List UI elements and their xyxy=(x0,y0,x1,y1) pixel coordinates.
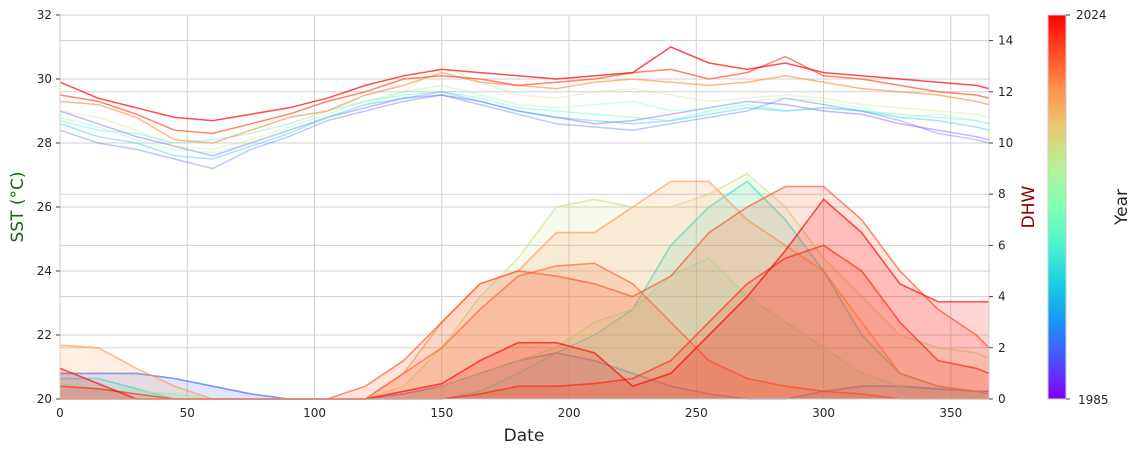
dhw-area-1998 xyxy=(60,181,989,399)
dhw-area-1990 xyxy=(60,352,989,399)
y-left-tick-label: 24 xyxy=(37,264,52,278)
sst-line-1995 xyxy=(59,91,990,160)
y-left-tick-label: 30 xyxy=(37,72,52,86)
sst-series-group xyxy=(59,46,990,170)
y-left-tick-label: 32 xyxy=(37,8,52,22)
x-tick-label: 50 xyxy=(180,406,195,420)
dhw-area-2020 xyxy=(60,186,989,399)
sst-line-2010 xyxy=(59,65,990,151)
x-tick-label: 0 xyxy=(56,406,64,420)
y-right-tick-label: 12 xyxy=(998,85,1013,99)
sst-line-2000 xyxy=(59,91,990,144)
grid xyxy=(59,14,989,400)
y-right-tick-label: 2 xyxy=(998,341,1006,355)
colorbar-max-label: 2024 xyxy=(1076,8,1107,22)
axes: 0 50 100 150 200 250 300 3502022242628303202468… xyxy=(37,8,1014,420)
dhw-area-2010 xyxy=(60,173,989,399)
sst-line-1990 xyxy=(59,94,990,170)
colorbar xyxy=(1047,14,1067,400)
dhw-series-group xyxy=(59,172,990,400)
dhw-area-2024 xyxy=(60,199,989,399)
x-tick-label: 100 xyxy=(303,406,326,420)
x-tick-label: 150 xyxy=(430,406,453,420)
sst-line-2020 xyxy=(59,55,990,135)
x-tick-label: 350 xyxy=(939,406,962,420)
dhw-area-2005 xyxy=(60,258,989,399)
colorbar-min-label: 1985 xyxy=(1078,393,1109,407)
y-right-tick-label: 0 xyxy=(998,392,1006,406)
y-right-tick-label: 4 xyxy=(998,290,1006,304)
y-axis-left-label: SST (°C) xyxy=(8,171,28,242)
sst-line-2005 xyxy=(59,84,990,154)
y-right-tick-label: 6 xyxy=(998,238,1006,252)
sst-line-2024 xyxy=(59,46,990,122)
y-left-tick-label: 26 xyxy=(37,200,52,214)
colorbar-label: Year xyxy=(1112,189,1132,226)
y-axis-right-label: DHW xyxy=(1019,185,1039,228)
y-left-tick-label: 28 xyxy=(37,136,52,150)
x-tick-label: 200 xyxy=(558,406,581,420)
dhw-line-1990 xyxy=(60,352,989,400)
dhw-area-2016 xyxy=(60,181,989,399)
x-axis-label: Date xyxy=(504,426,545,446)
x-tick-label: 300 xyxy=(812,406,835,420)
y-right-tick-label: 10 xyxy=(998,136,1013,150)
sst-line-1987 xyxy=(59,94,990,157)
y-left-tick-label: 20 xyxy=(37,392,52,406)
sst-line-2016 xyxy=(59,71,990,144)
dhw-area-2022 xyxy=(60,245,989,399)
y-right-tick-label: 14 xyxy=(998,34,1013,48)
dhw-area-2019 xyxy=(60,263,989,399)
x-tick-label: 250 xyxy=(685,406,708,420)
y-right-tick-label: 8 xyxy=(998,187,1006,201)
y-left-tick-label: 22 xyxy=(37,328,52,342)
